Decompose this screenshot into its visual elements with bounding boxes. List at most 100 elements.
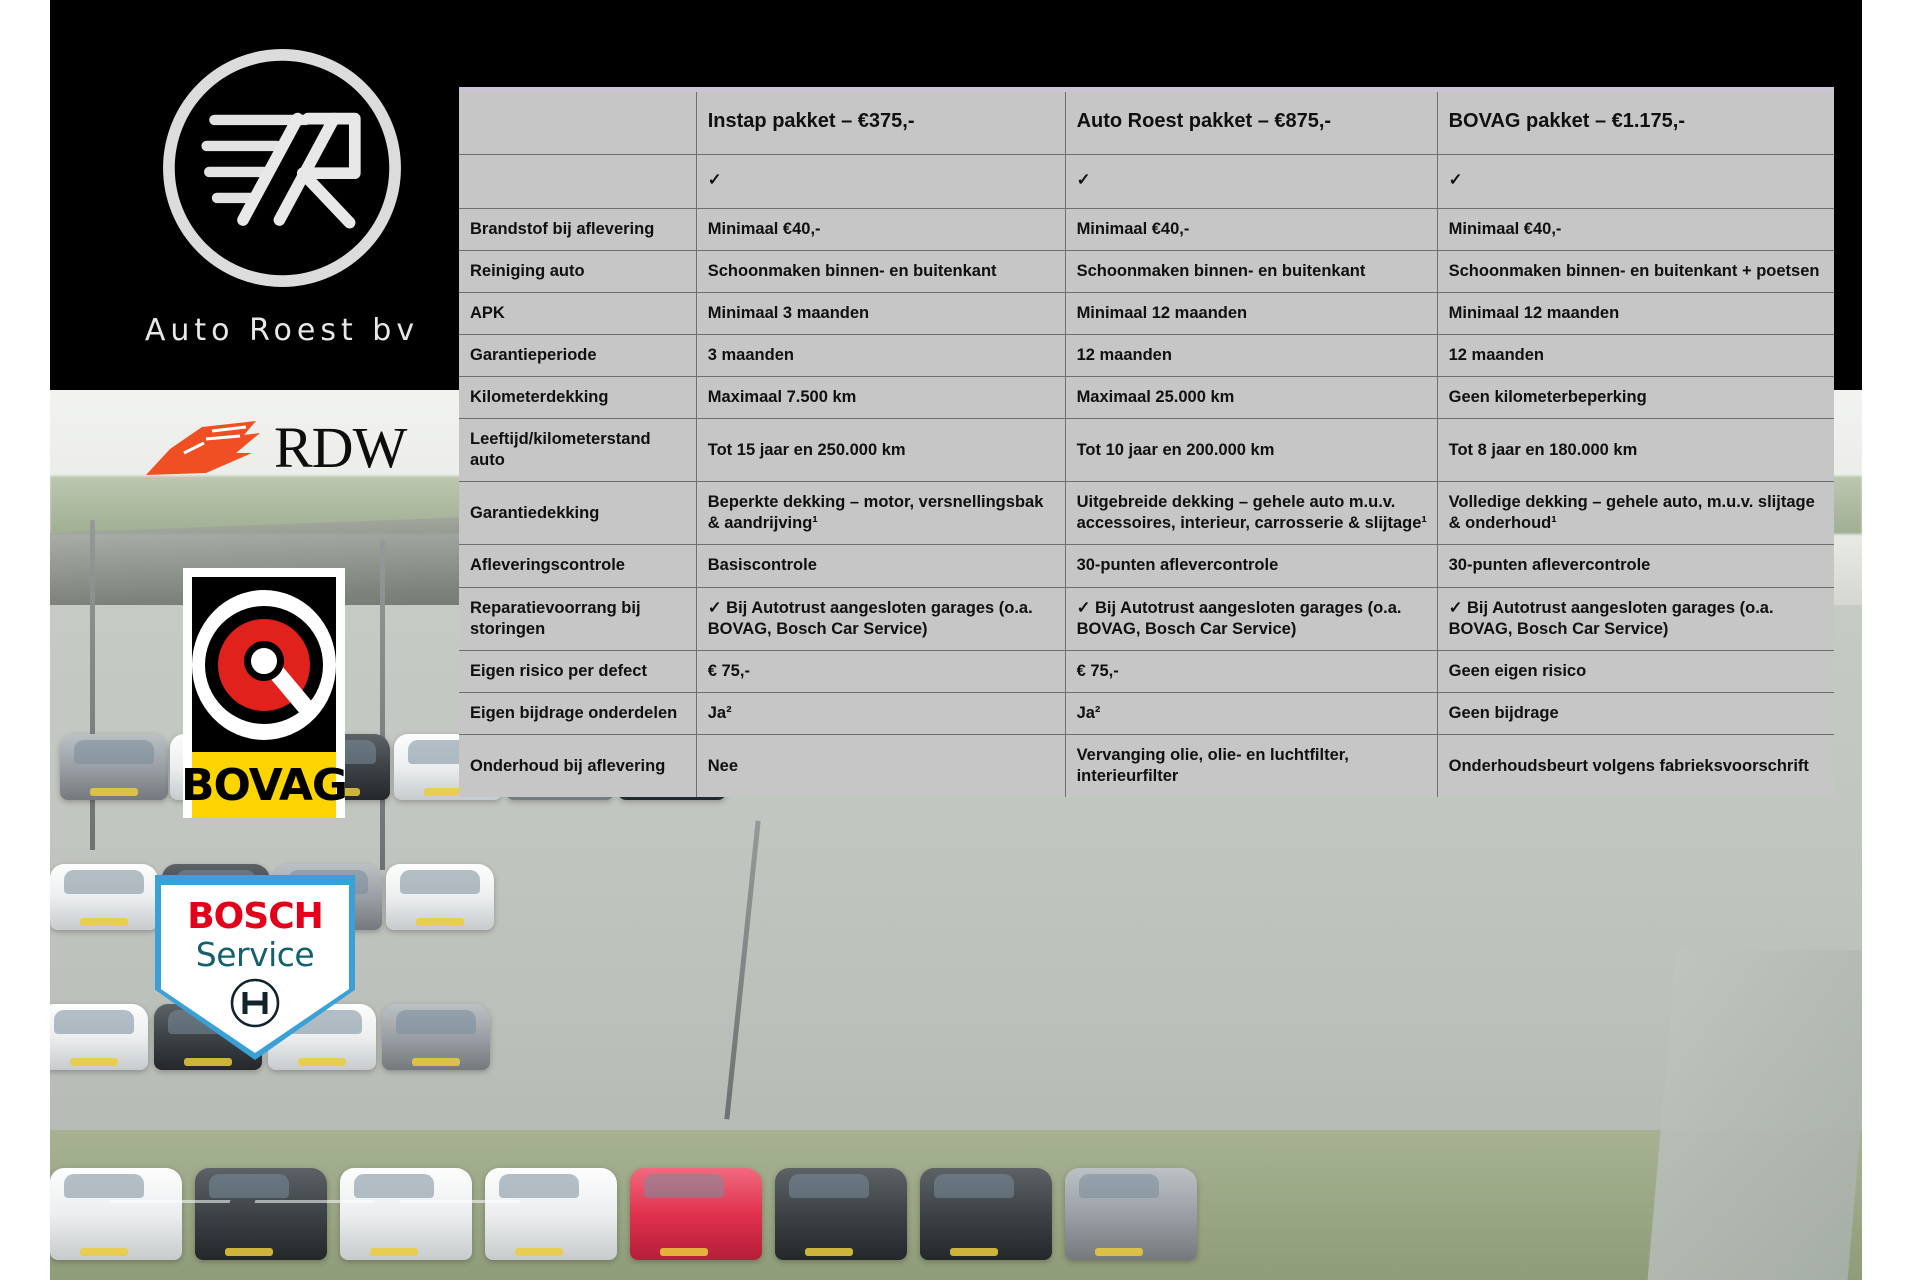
photo-car <box>60 734 168 800</box>
bovag-wheel-icon <box>192 577 336 752</box>
row-label: Reiniging auto <box>459 250 697 293</box>
row-value-auto-roest: Vervanging olie, olie- en luchtfilter, i… <box>1065 734 1438 798</box>
brand-logo: Auto Roest bv <box>112 18 452 368</box>
photo-car <box>382 1004 490 1070</box>
table-row: Eigen bijdrage onderdelen Ja² Ja² Geen b… <box>459 692 1834 736</box>
row-label: APK <box>459 292 697 335</box>
rdw-label: RDW <box>274 415 407 480</box>
row-value-auto-roest: Uitgebreide dekking – gehele auto m.u.v.… <box>1065 481 1438 546</box>
photo-car <box>1065 1168 1197 1260</box>
column-header-auto-roest: Auto Roest pakket – €875,- <box>1065 92 1438 155</box>
photo-car <box>340 1168 472 1260</box>
row-value-instap: Maximaal 7.500 km <box>696 376 1066 420</box>
table-row: Garantiedekking Beperkte dekking – motor… <box>459 481 1834 546</box>
table-row: Reiniging auto Schoonmaken binnen- en bu… <box>459 250 1834 293</box>
check-icon-bovag: ✓ <box>1437 154 1834 209</box>
row-label: Garantiedekking <box>459 481 697 546</box>
row-label: Garantieperiode <box>459 334 697 377</box>
table-header-row: Instap pakket – €375,- Auto Roest pakket… <box>459 92 1834 155</box>
row-value-bovag: 30-punten aflevercontrole <box>1437 544 1834 588</box>
row-value-bovag: Onderhoudsbeurt volgens fabrieksvoorschr… <box>1448 756 1809 775</box>
row-label: Afleveringscontrole <box>459 544 697 588</box>
bovag-inner-ring <box>205 605 323 724</box>
row-value-instap: Minimaal 3 maanden <box>696 292 1066 335</box>
column-header-bovag: BOVAG pakket – €1.175,- <box>1437 92 1834 155</box>
row-value-instap: € 75,- <box>696 650 1066 693</box>
row-label: Brandstof bij aflevering <box>459 208 697 251</box>
row-value-instap: Schoonmaken binnen- en buitenkant <box>696 250 1066 293</box>
check-icon-instap: ✓ <box>696 154 1066 209</box>
photo-car <box>50 1168 182 1260</box>
bovag-logo: BOVAG <box>181 568 348 818</box>
bovag-key-head <box>244 640 284 681</box>
row-value-auto-roest: ✓ Bij Autotrust aangesloten garages (o.a… <box>1065 587 1438 651</box>
row-value-instap: ✓ Bij Autotrust aangesloten garages (o.a… <box>696 587 1066 651</box>
table-row: Eigen risico per defect € 75,- € 75,- Ge… <box>459 650 1834 693</box>
row-value-instap: Basiscontrole <box>696 544 1066 588</box>
row-value-auto-roest: Minimaal 12 maanden <box>1065 292 1438 335</box>
table-row: APK Minimaal 3 maanden Minimaal 12 maand… <box>459 292 1834 335</box>
row-value-auto-roest: Tot 10 jaar en 200.000 km <box>1065 418 1438 483</box>
bosch-sublabel: Service <box>195 935 315 974</box>
column-header-instap: Instap pakket – €375,- <box>696 92 1066 155</box>
row-value-bovag: Schoonmaken binnen- en buitenkant + poet… <box>1437 250 1834 293</box>
photo-car <box>775 1168 907 1260</box>
table-row: Brandstof bij aflevering Minimaal €40,- … <box>459 208 1834 251</box>
table-row: Afleveringscontrole Basiscontrole 30-pun… <box>459 544 1834 588</box>
row-value-bovag: Volledige dekking – gehele auto, m.u.v. … <box>1437 481 1834 546</box>
photo-car <box>195 1168 327 1260</box>
photo-car <box>386 864 494 930</box>
photo-parking-stripe <box>254 1200 376 1203</box>
photo-car <box>50 864 158 930</box>
row-value-auto-roest: Ja² <box>1065 692 1438 736</box>
row-label: Leeftijd/kilometerstand auto <box>459 418 697 483</box>
photo-car-row-front <box>50 1090 1862 1260</box>
bovag-label: BOVAG <box>181 759 348 811</box>
photo-light-pole <box>90 520 95 850</box>
row-label: Onderhoud bij aflevering <box>459 734 697 798</box>
row-value-bovag: 12 maanden <box>1437 334 1834 377</box>
table-row: Leeftijd/kilometerstand auto Tot 15 jaar… <box>459 418 1834 483</box>
table-row: Kilometerdekking Maximaal 7.500 km Maxim… <box>459 376 1834 420</box>
auto-roest-monogram-icon <box>152 38 412 303</box>
row-value-auto-roest: Maximaal 25.000 km <box>1065 376 1438 420</box>
row-value-auto-roest: Minimaal €40,- <box>1065 208 1438 251</box>
bovag-wordmark-band: BOVAG <box>181 752 348 818</box>
photo-parking-stripe <box>109 1200 231 1203</box>
photo-car <box>50 1004 148 1070</box>
row-value-auto-roest: 12 maanden <box>1065 334 1438 377</box>
check-icon-auto-roest: ✓ <box>1065 154 1438 209</box>
row-value-bovag: Geen kilometerbeperking <box>1437 376 1834 420</box>
row-value-instap: Minimaal €40,- <box>696 208 1066 251</box>
package-comparison-table: Instap pakket – €375,- Auto Roest pakket… <box>459 87 1834 798</box>
row-label: Eigen bijdrage onderdelen <box>459 692 697 736</box>
photo-parking-stripe <box>399 1200 521 1203</box>
photo-car <box>920 1168 1052 1260</box>
bovag-ring <box>192 589 336 740</box>
check-row-label <box>459 154 697 209</box>
row-value-bovag: Geen eigen risico <box>1437 650 1834 693</box>
row-value-instap: Ja² <box>696 692 1066 736</box>
row-value-bovag: ✓ Bij Autotrust aangesloten garages (o.a… <box>1437 587 1834 651</box>
photo-car <box>485 1168 617 1260</box>
row-value-bovag: Minimaal 12 maanden <box>1437 292 1834 335</box>
row-label: Reparatievoorrang bij storingen <box>459 587 697 651</box>
bosch-armature-icon <box>229 977 281 1034</box>
row-value-instap: Tot 15 jaar en 250.000 km <box>696 418 1066 483</box>
rdw-car-icon <box>140 409 268 488</box>
bosch-label: BOSCH <box>187 896 324 937</box>
table-row: Reparatievoorrang bij storingen ✓ Bij Au… <box>459 587 1834 651</box>
row-value-bovag: Minimaal €40,- <box>1437 208 1834 251</box>
table-row-check: ✓ ✓ ✓ <box>459 154 1834 209</box>
row-value-bovag: Geen bijdrage <box>1437 692 1834 736</box>
rdw-logo: RDW <box>140 398 430 498</box>
row-value-auto-roest: € 75,- <box>1065 650 1438 693</box>
bovag-red-disc <box>218 618 314 715</box>
photo-car <box>630 1168 762 1260</box>
table-row: Onderhoud bij aflevering Nee Vervanging … <box>459 734 1834 798</box>
row-label: Kilometerdekking <box>459 376 697 420</box>
row-value-instap: 3 maanden <box>696 334 1066 377</box>
row-label: Eigen risico per defect <box>459 650 697 693</box>
row-value-auto-roest: Schoonmaken binnen- en buitenkant <box>1065 250 1438 293</box>
